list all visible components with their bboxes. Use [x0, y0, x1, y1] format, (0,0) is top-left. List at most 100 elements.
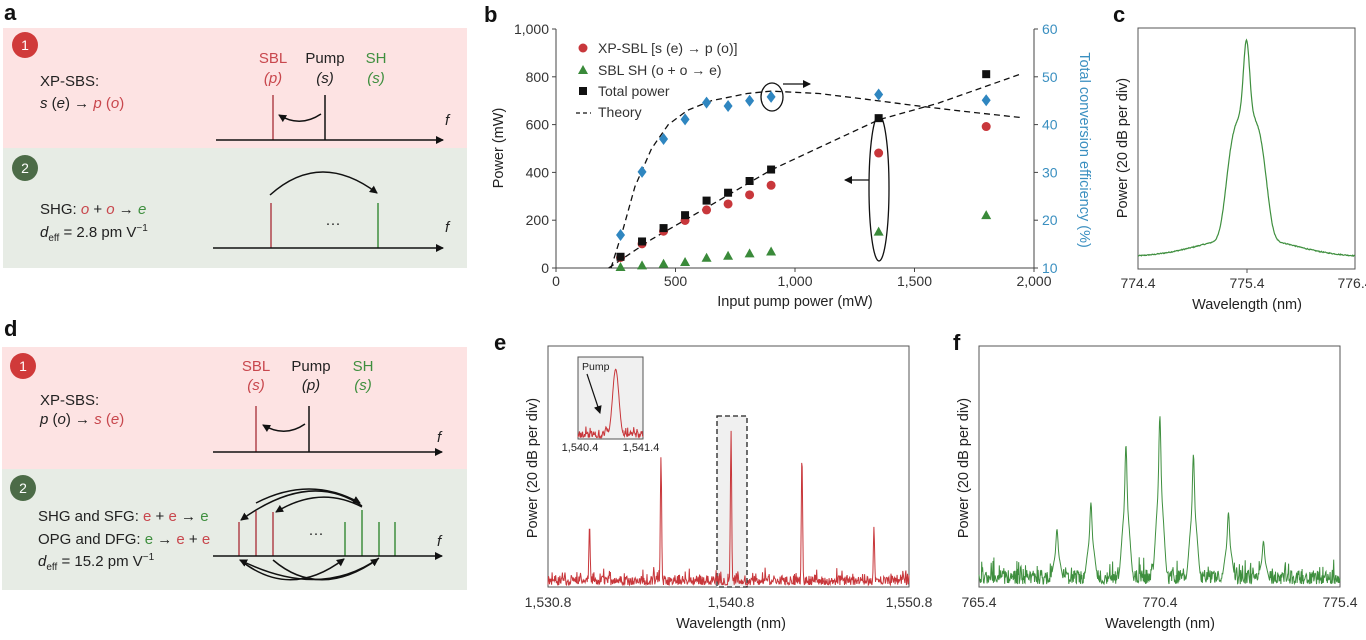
sbl-label: SBL — [242, 358, 270, 375]
panel-a: a 1 XP-SBS: s (e) → p (o) SBL (p) Pump (… — [3, 0, 467, 268]
data-point-diamond — [981, 94, 991, 107]
x-tick-label: 770.4 — [1142, 594, 1177, 610]
data-point-triangle — [873, 226, 884, 236]
data-point-square — [874, 114, 883, 123]
panel-d: d 1 XP-SBS: p (o) → s (e) SBL (s) Pump (… — [2, 316, 467, 590]
data-point-circle — [745, 190, 755, 200]
y2-tick-label: 30 — [1042, 164, 1058, 180]
step2-badge — [12, 155, 38, 181]
sh-sub: (s) — [367, 70, 385, 87]
panel-c: c 774.4 775.4 776.4 Wavelength (nm) Powe… — [1113, 2, 1366, 313]
shg-arrow — [255, 488, 361, 504]
data-point-circle — [981, 122, 991, 132]
sfg-arrow — [240, 490, 363, 521]
shg-sfg-equation: SHG and SFG: e + e → e — [38, 508, 209, 525]
data-point-circle — [723, 199, 733, 209]
data-point-diamond — [680, 113, 690, 126]
x-tick-label: 765.4 — [961, 594, 996, 610]
panel-label-d: d — [4, 316, 17, 341]
sbl-sub: (s) — [247, 377, 265, 394]
panel-label-a: a — [4, 0, 17, 25]
frequency-axis-label: f — [445, 219, 451, 236]
conversion-arrow — [262, 423, 306, 433]
pump-label: Pump — [291, 358, 330, 375]
x-tick-label: 1,000 — [777, 273, 812, 289]
legend-marker-triangle — [578, 65, 588, 74]
frequency-axis-label: f — [437, 429, 443, 446]
y-tick-label: 400 — [526, 164, 550, 180]
data-point-square — [982, 70, 991, 79]
x-axis-label: Wavelength (nm) — [1105, 616, 1215, 632]
legend-label: XP-SBL [s (e) → p (o)] — [598, 40, 738, 56]
frequency-axis-label: f — [445, 112, 451, 129]
x-tick-label: 1,540.8 — [708, 594, 755, 610]
panel-b: b 0 500 1,000 1,500 2,000 0 200 400 600 800 1,000 1… — [484, 2, 1092, 310]
data-point-triangle — [981, 210, 992, 220]
theory-power-curve — [608, 73, 1020, 269]
data-point-triangle — [723, 250, 734, 260]
data-point-square — [659, 224, 668, 233]
legend-label: Total power — [598, 83, 670, 99]
data-point-square — [745, 177, 754, 186]
x-tick-label: 775.4 — [1229, 275, 1264, 291]
inset-tick-label: 1,540.4 — [562, 442, 599, 454]
y-tick-label: 1,000 — [514, 21, 549, 37]
step2-background — [2, 469, 467, 590]
data-point-diamond — [766, 90, 776, 103]
x-axis-label: Wavelength (nm) — [1192, 297, 1302, 313]
conversion-arrow — [278, 113, 322, 123]
inset-tick-label: 1,541.4 — [623, 442, 660, 454]
data-point-triangle — [766, 246, 777, 256]
step1-background — [2, 347, 467, 469]
spectrum-trace — [547, 430, 910, 587]
data-point-diamond — [702, 96, 712, 109]
x-tick-label: 1,500 — [897, 273, 932, 289]
data-point-diamond — [723, 99, 733, 112]
sh-sub: (s) — [354, 377, 372, 394]
sbl-sub: (p) — [264, 70, 282, 87]
data-point-circle — [766, 180, 776, 190]
theory-efficiency-curve — [610, 90, 1020, 269]
data-point-diamond — [659, 132, 669, 145]
ellipsis: ··· — [309, 525, 324, 542]
data-point-circle — [702, 205, 712, 215]
step2-number: 2 — [19, 480, 27, 496]
deff-value: deff = 15.2 pm V−1 — [38, 552, 155, 573]
data-point-square — [702, 196, 711, 205]
data-point-triangle — [744, 248, 755, 258]
inset-annotation: Pump — [582, 361, 610, 373]
sbl-label: SBL — [259, 50, 287, 67]
frequency-axis-label: f — [437, 533, 443, 550]
x-tick-label: 775.4 — [1322, 594, 1357, 610]
step1-title: XP-SBS: — [40, 73, 99, 90]
panel-e: e Pump 1,540.4 1,541.4 1,530.8 1,540.8 1… — [494, 330, 933, 632]
data-point-diamond — [874, 88, 884, 101]
step2-badge — [10, 475, 36, 501]
sh-label: SH — [353, 358, 374, 375]
shg-arrow — [269, 171, 378, 196]
legend-label: Theory — [598, 104, 642, 120]
step1-equation: p (o) → s (e) — [39, 411, 124, 428]
y2-tick-label: 50 — [1042, 69, 1058, 85]
legend-marker-circle — [578, 43, 588, 53]
panel-f: f 765.4 770.4 775.4 Wavelength (nm) Powe… — [953, 330, 1358, 632]
data-point-square — [638, 237, 647, 246]
data-point-triangle — [615, 262, 626, 272]
data-point-diamond — [637, 165, 647, 178]
y2-tick-label: 40 — [1042, 117, 1058, 133]
data-point-square — [767, 165, 776, 174]
legend: XP-SBL [s (e) → p (o)] SBL SH (o + o → e… — [576, 40, 738, 120]
dfg-arrow — [272, 558, 379, 581]
opg-arrow — [239, 558, 345, 581]
x-tick-label: 1,530.8 — [525, 594, 572, 610]
inset-spectrum-trace — [577, 368, 644, 440]
x-tick-label: 1,550.8 — [886, 594, 933, 610]
x-tick-label: 0 — [552, 273, 560, 289]
y-tick-label: 600 — [526, 117, 550, 133]
x-tick-label: 2,000 — [1016, 273, 1051, 289]
pump-arrow — [586, 373, 602, 414]
y-axis-label: Power (20 dB per div) — [1115, 78, 1131, 218]
step1-badge — [12, 32, 38, 58]
y2-tick-label: 20 — [1042, 212, 1058, 228]
